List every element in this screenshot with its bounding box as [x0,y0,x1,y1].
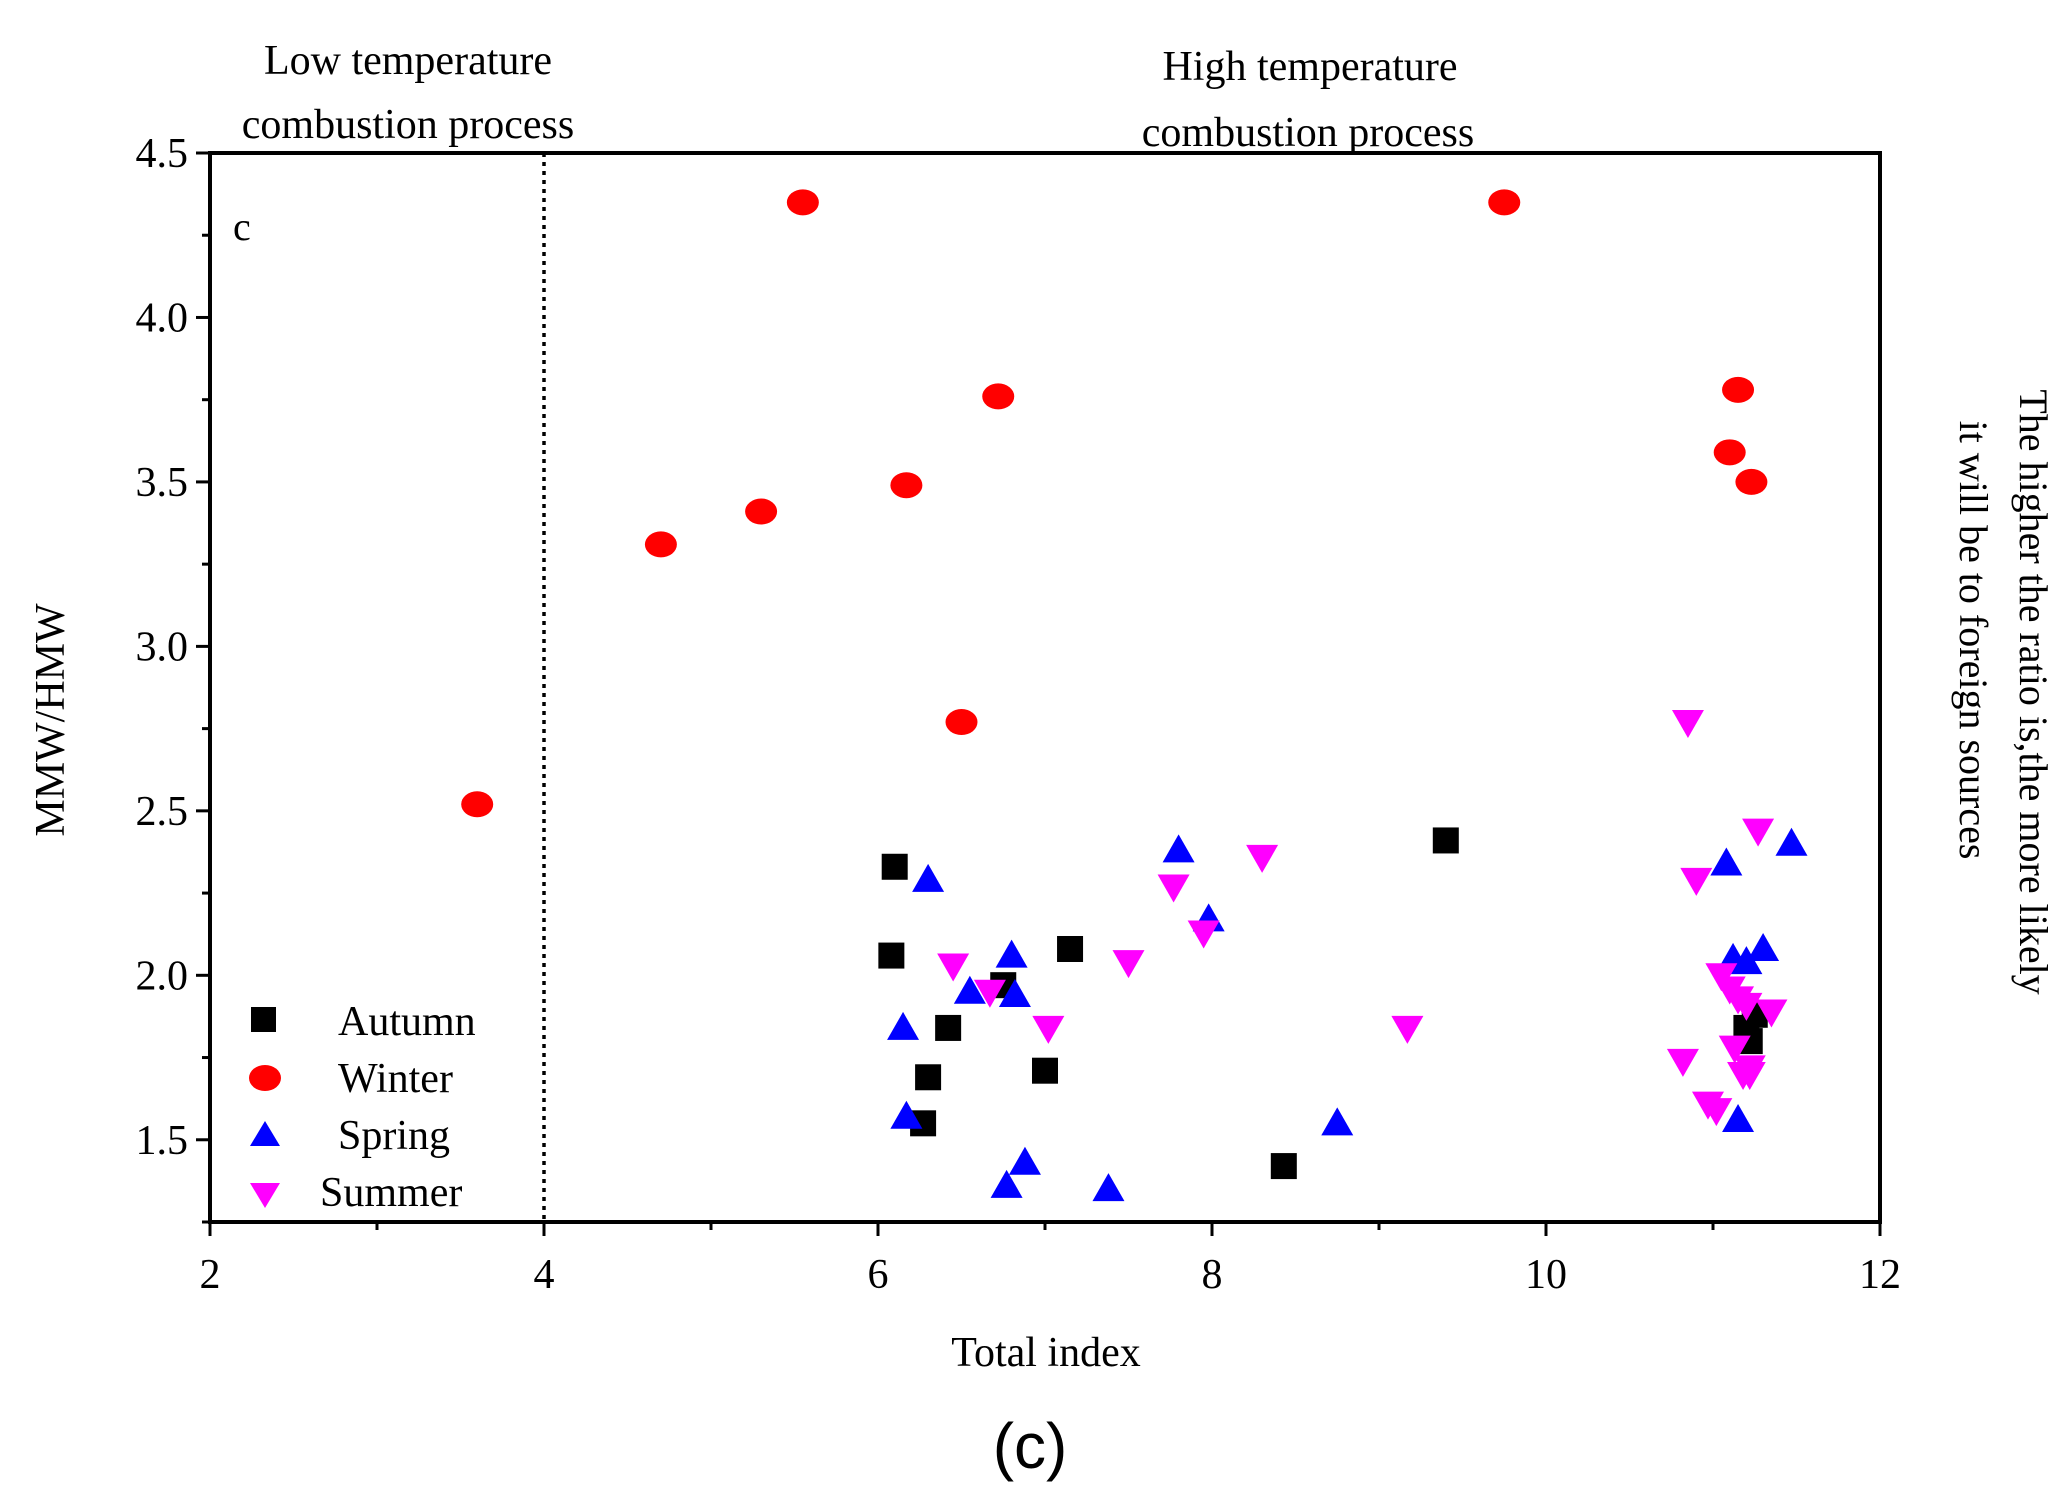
data-point-spring [1775,827,1808,856]
high-temp-label-line1: High temperature [1162,44,1457,90]
data-point-autumn [1057,935,1084,962]
data-point-summer [1755,999,1788,1028]
data-point-spring [1008,1146,1041,1175]
data-point-autumn [915,1064,942,1091]
y-tick-label: 3.0 [136,624,189,670]
data-point-summer [1246,844,1279,873]
y-tick-label: 2.5 [136,789,189,835]
data-point-spring [912,863,945,892]
data-point-spring [990,1169,1023,1198]
data-point-autumn [1270,1153,1297,1180]
y-tick-label: 4.5 [136,131,189,177]
data-point-autumn [935,1014,962,1041]
x-tick-label: 4 [534,1252,555,1298]
data-point-autumn [878,942,905,969]
x-tick-label: 12 [1859,1252,1901,1298]
y-axis-ticks: 1.5 2.0 2.5 3.0 3.5 4.0 4.5 [136,131,210,1224]
y-axis-label: MMW/HMW [28,603,74,837]
low-temp-label-line2: combustion process [242,102,574,148]
data-point-winter [461,791,494,818]
data-point-winter [644,531,677,558]
side-note-line2: it will be to foreign sources [1951,421,1996,860]
data-point-winter [1488,189,1521,216]
data-point-summer [1666,1048,1699,1077]
data-point-autumn [1032,1057,1058,1084]
data-point-autumn [1432,827,1459,854]
legend-marker-spring [250,1121,280,1146]
legend-item-spring: Spring [250,1113,450,1159]
x-axis-ticks: 2 4 6 8 10 12 [200,1222,1901,1298]
x-tick-label: 2 [200,1252,221,1298]
legend-label-winter: Winter [338,1056,453,1102]
y-tick-label: 3.5 [136,460,189,506]
y-tick-label: 1.5 [136,1118,189,1164]
data-point-summer [1112,950,1145,979]
data-point-winter [890,472,923,499]
data-point-summer [1671,710,1704,739]
data-point-spring [887,1011,920,1040]
data-point-winter [1722,376,1755,403]
y-tick-label: 4.0 [136,295,189,341]
data-point-winter [982,383,1015,410]
data-point-spring [1730,946,1763,975]
data-point-spring [1747,932,1780,961]
legend-marker-summer [250,1183,280,1208]
x-axis-label: Total index [951,1330,1141,1376]
legend-item-summer: Summer [250,1170,462,1216]
x-tick-label: 10 [1525,1252,1567,1298]
y-tick-label: 2.0 [136,953,189,999]
data-point-summer [1391,1015,1424,1044]
data-point-spring [890,1100,923,1129]
data-point-spring [1722,1104,1755,1133]
data-point-summer [1032,1015,1065,1044]
x-tick-label: 8 [1202,1252,1223,1298]
data-point-spring [953,975,986,1004]
data-point-spring [1162,834,1195,863]
legend-item-winter: Winter [249,1056,453,1102]
low-temp-label-line1: Low temperature [264,38,552,84]
data-point-summer [1742,818,1775,847]
data-point-spring [1710,847,1743,876]
axes: 2 4 6 8 10 12 1.5 2.0 2.5 3.0 3.5 4.0 4.5 [136,131,1902,1298]
data-point-summer [1157,874,1190,903]
data-point-spring [1092,1173,1125,1202]
data-point-summer [1733,1055,1766,1084]
legend-label-summer: Summer [320,1170,462,1216]
legend-label-autumn: Autumn [338,999,476,1045]
data-point-winter [945,709,978,736]
side-note-line1: The higher the ratio is,the more likely [2011,389,2054,994]
figure-caption: (c) [993,1410,1068,1482]
data-point-summer [973,979,1006,1008]
data-point-spring [1321,1107,1354,1136]
x-tick-label: 6 [868,1252,889,1298]
legend-item-autumn: Autumn [251,999,476,1045]
data-point-summer [1700,1098,1733,1127]
data-point-summer [937,953,970,982]
data-point-winter [1735,468,1768,495]
data-point-summer [1187,920,1220,949]
legend: Autumn Winter Spring Summer [249,999,476,1216]
high-temp-label-line2: combustion process [1142,110,1474,156]
legend-marker-winter [249,1065,281,1091]
legend-marker-autumn [251,1007,276,1032]
data-marks [461,189,1808,1202]
data-point-autumn [881,853,908,880]
data-point-spring [995,939,1028,968]
data-point-summer [1718,1035,1751,1064]
data-point-winter [745,498,778,525]
data-point-winter [786,189,819,216]
data-point-spring [998,979,1031,1008]
legend-label-spring: Spring [338,1113,450,1159]
data-point-summer [1680,867,1713,896]
panel-label: c [233,204,251,249]
data-point-winter [1713,439,1746,466]
data-point-summer [1730,992,1763,1021]
